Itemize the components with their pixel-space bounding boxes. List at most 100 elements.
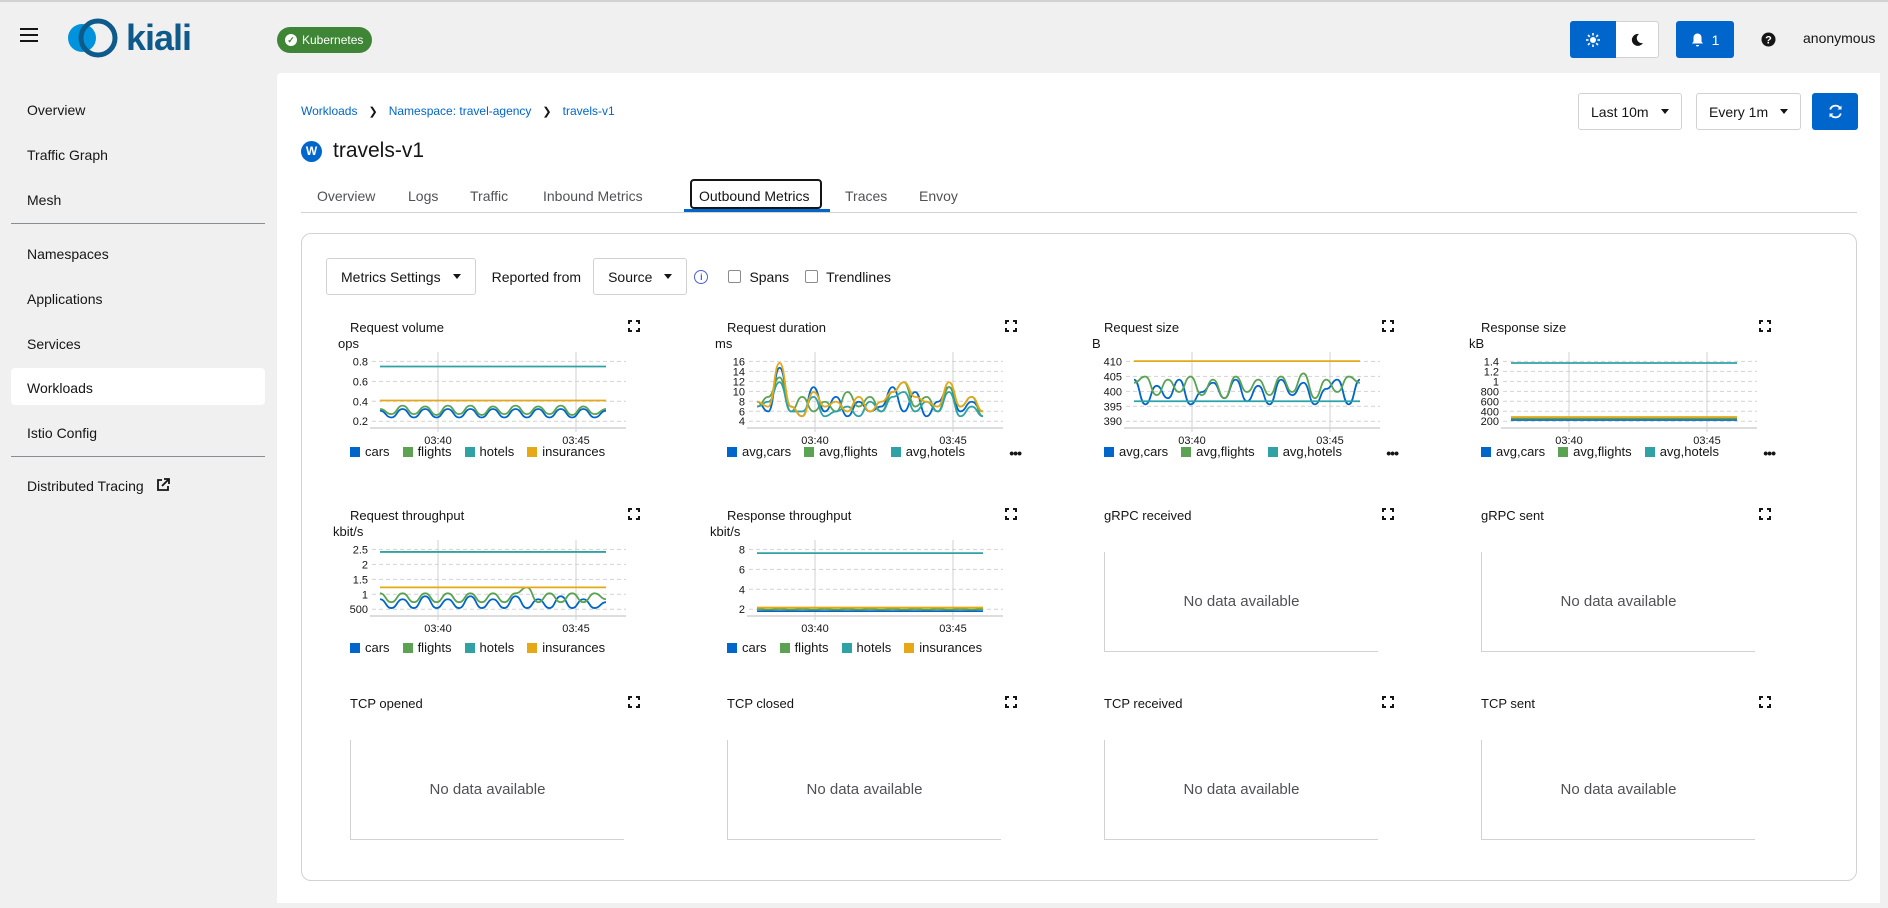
notifications-button[interactable]: 1: [1676, 21, 1734, 58]
legend-label: hotels: [856, 640, 892, 655]
chart-title: TCP sent: [1481, 696, 1535, 711]
duration-dropdown[interactable]: Last 10m: [1578, 93, 1682, 130]
legend-swatch: [1644, 446, 1655, 457]
expand-icon[interactable]: [1759, 320, 1771, 332]
legend-item[interactable]: avg,hotels: [1644, 444, 1719, 459]
legend-item[interactable]: avg,hotels: [1267, 444, 1342, 459]
legend-item[interactable]: hotels: [464, 444, 514, 459]
info-icon[interactable]: i: [694, 269, 709, 284]
legend-item[interactable]: cars: [350, 640, 390, 655]
legend-item[interactable]: insurances: [527, 444, 605, 459]
sync-icon: [1828, 104, 1842, 119]
sidebar-divider: [11, 456, 265, 457]
trendlines-checkbox[interactable]: [805, 270, 819, 283]
expand-icon[interactable]: [1005, 320, 1017, 332]
chart-response-size: Response size kB 1.4 1.2 1 800 600 400 200 03:40 0…: [1457, 312, 1777, 492]
user-menu[interactable]: anonymous: [1803, 30, 1876, 46]
legend-label: cars: [365, 444, 390, 459]
dark-theme-button[interactable]: [1616, 21, 1659, 58]
tab-inbound-metrics[interactable]: Inbound Metrics: [543, 188, 643, 204]
x-tick-label: 03:45: [939, 435, 967, 447]
hamburger-menu-icon[interactable]: [20, 28, 38, 42]
more-options-icon[interactable]: •••: [1386, 445, 1399, 461]
reported-from-label: Reported from: [491, 268, 582, 285]
expand-icon[interactable]: [1759, 508, 1771, 520]
chart-grpc-sent: gRPC sent No data available: [1457, 500, 1777, 680]
tab-overview[interactable]: Overview: [317, 188, 376, 204]
y-tick-label: 2.5: [353, 544, 368, 556]
light-theme-button[interactable]: [1570, 21, 1616, 58]
sidebar-item-namespaces[interactable]: Namespaces: [27, 246, 109, 262]
legend-item[interactable]: flights: [402, 444, 452, 459]
sidebar-item-overview[interactable]: Overview: [27, 102, 86, 118]
tab-traffic[interactable]: Traffic: [470, 188, 509, 204]
metrics-settings-dropdown[interactable]: Metrics Settings: [326, 258, 476, 295]
y-tick-label: 200: [1481, 416, 1499, 428]
legend-item[interactable]: flights: [402, 640, 452, 655]
page-title: travels-v1: [333, 139, 425, 162]
breadcrumb-namespace[interactable]: Namespace: travel-agency: [388, 104, 532, 118]
expand-icon[interactable]: [628, 696, 640, 708]
expand-icon[interactable]: [1005, 508, 1017, 520]
x-tick-label: 03:45: [939, 623, 967, 635]
expand-icon[interactable]: [1382, 320, 1394, 332]
sidebar-item-istio-config[interactable]: Istio Config: [27, 425, 98, 441]
y-tick-label: 400: [1104, 386, 1122, 398]
y-tick-label: 6: [739, 406, 745, 418]
legend-item[interactable]: avg,cars: [1104, 444, 1168, 459]
kiali-logo[interactable]: kiali: [64, 16, 192, 60]
legend-item[interactable]: avg,flights: [804, 444, 878, 459]
breadcrumb-workloads[interactable]: Workloads: [301, 104, 358, 118]
y-tick-label: 0.4: [353, 396, 368, 408]
breadcrumb-workload[interactable]: travels-v1: [562, 104, 615, 118]
legend-item[interactable]: cars: [350, 444, 390, 459]
expand-icon[interactable]: [1759, 696, 1771, 708]
expand-icon[interactable]: [1382, 696, 1394, 708]
help-button[interactable]: ?: [1758, 21, 1778, 58]
legend-item[interactable]: flights: [779, 640, 829, 655]
bell-icon: [1691, 33, 1703, 46]
more-options-icon[interactable]: •••: [1763, 445, 1776, 461]
legend-item[interactable]: avg,flights: [1181, 444, 1255, 459]
svg-text:?: ?: [1765, 35, 1772, 47]
expand-icon[interactable]: [1005, 696, 1017, 708]
spans-checkbox[interactable]: [728, 270, 742, 283]
legend-item[interactable]: cars: [727, 640, 767, 655]
legend-item[interactable]: avg,hotels: [890, 444, 965, 459]
expand-icon[interactable]: [628, 320, 640, 332]
more-options-icon[interactable]: •••: [1009, 445, 1022, 461]
sidebar-item-distributed-tracing[interactable]: Distributed Tracing: [11, 467, 265, 504]
legend-label: insurances: [542, 640, 606, 655]
refresh-interval-dropdown[interactable]: Every 1m: [1696, 93, 1802, 130]
breadcrumb: Workloads ❯ Namespace: travel-agency ❯ t…: [301, 104, 615, 118]
chart-title: Response throughput: [727, 508, 852, 523]
tab-outbound-metrics[interactable]: Outbound Metrics: [699, 188, 810, 204]
y-tick-label: 405: [1104, 371, 1122, 383]
sidebar-item-services[interactable]: Services: [27, 336, 81, 352]
tab-traces[interactable]: Traces: [845, 188, 888, 204]
legend-item[interactable]: avg,cars: [727, 444, 791, 459]
legend-label: flights: [417, 640, 452, 655]
metrics-panel: Metrics Settings Reported from Source i …: [301, 233, 1857, 881]
sidebar-item-mesh[interactable]: Mesh: [27, 192, 62, 208]
sidebar-item-workloads[interactable]: Workloads: [11, 368, 265, 405]
legend-item[interactable]: hotels: [841, 640, 892, 655]
sidebar: Overview Traffic Graph Mesh Namespaces A…: [0, 76, 276, 908]
sidebar-item-applications[interactable]: Applications: [27, 291, 103, 307]
trendlines-label: Trendlines: [826, 268, 891, 285]
tab-logs[interactable]: Logs: [408, 188, 439, 204]
refresh-button[interactable]: [1812, 93, 1858, 130]
y-tick-label: 500: [350, 604, 368, 616]
expand-icon[interactable]: [1382, 508, 1394, 520]
legend-item[interactable]: insurances: [904, 640, 982, 655]
expand-icon[interactable]: [628, 508, 640, 520]
legend-item[interactable]: insurances: [527, 640, 605, 655]
y-tick-label: 8: [739, 396, 745, 408]
sidebar-item-traffic-graph[interactable]: Traffic Graph: [27, 147, 108, 163]
legend-item[interactable]: hotels: [464, 640, 514, 655]
reported-from-dropdown[interactable]: Source: [593, 258, 688, 295]
chart-legend: cars flights hotels insurances: [727, 640, 995, 655]
legend-item[interactable]: avg,flights: [1558, 444, 1632, 459]
legend-item[interactable]: avg,cars: [1481, 444, 1545, 459]
tab-envoy[interactable]: Envoy: [919, 188, 958, 204]
